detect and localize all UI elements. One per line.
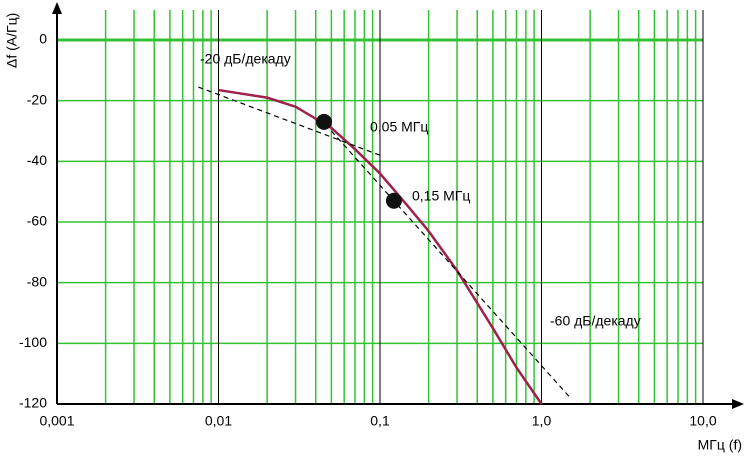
x-tick-label: 1,0 bbox=[532, 413, 552, 429]
asymptote-line bbox=[330, 130, 571, 399]
y-axis-label: Δf (А/Гц) bbox=[4, 13, 20, 68]
y-tick-label: -80 bbox=[27, 273, 47, 289]
x-tick-label: 10,0 bbox=[689, 413, 716, 429]
x-axis-label: МГц (f) bbox=[698, 437, 742, 453]
y-tick-label: -40 bbox=[27, 152, 47, 168]
x-tick-label: 0,001 bbox=[39, 413, 74, 429]
annotation: 0,05 МГц bbox=[370, 119, 428, 135]
y-tick-label: -60 bbox=[27, 213, 47, 229]
annotation: -20 дБ/декаду bbox=[200, 51, 291, 67]
x-axis-arrow bbox=[732, 399, 744, 409]
annotation: 0,15 МГц bbox=[412, 188, 470, 204]
y-tick-label: -100 bbox=[19, 334, 47, 350]
asymptote-line bbox=[198, 86, 381, 156]
x-tick-label: 0,1 bbox=[370, 413, 390, 429]
y-tick-label: -20 bbox=[27, 91, 47, 107]
marker bbox=[315, 113, 332, 130]
response-curve bbox=[218, 88, 543, 405]
annotation: -60 дБ/декаду bbox=[550, 313, 641, 329]
x-tick-label: 0,01 bbox=[205, 413, 232, 429]
y-tick-label: 0 bbox=[39, 31, 47, 47]
y-axis-arrow bbox=[52, 2, 62, 14]
marker bbox=[385, 192, 402, 209]
y-tick-label: -120 bbox=[19, 395, 47, 411]
